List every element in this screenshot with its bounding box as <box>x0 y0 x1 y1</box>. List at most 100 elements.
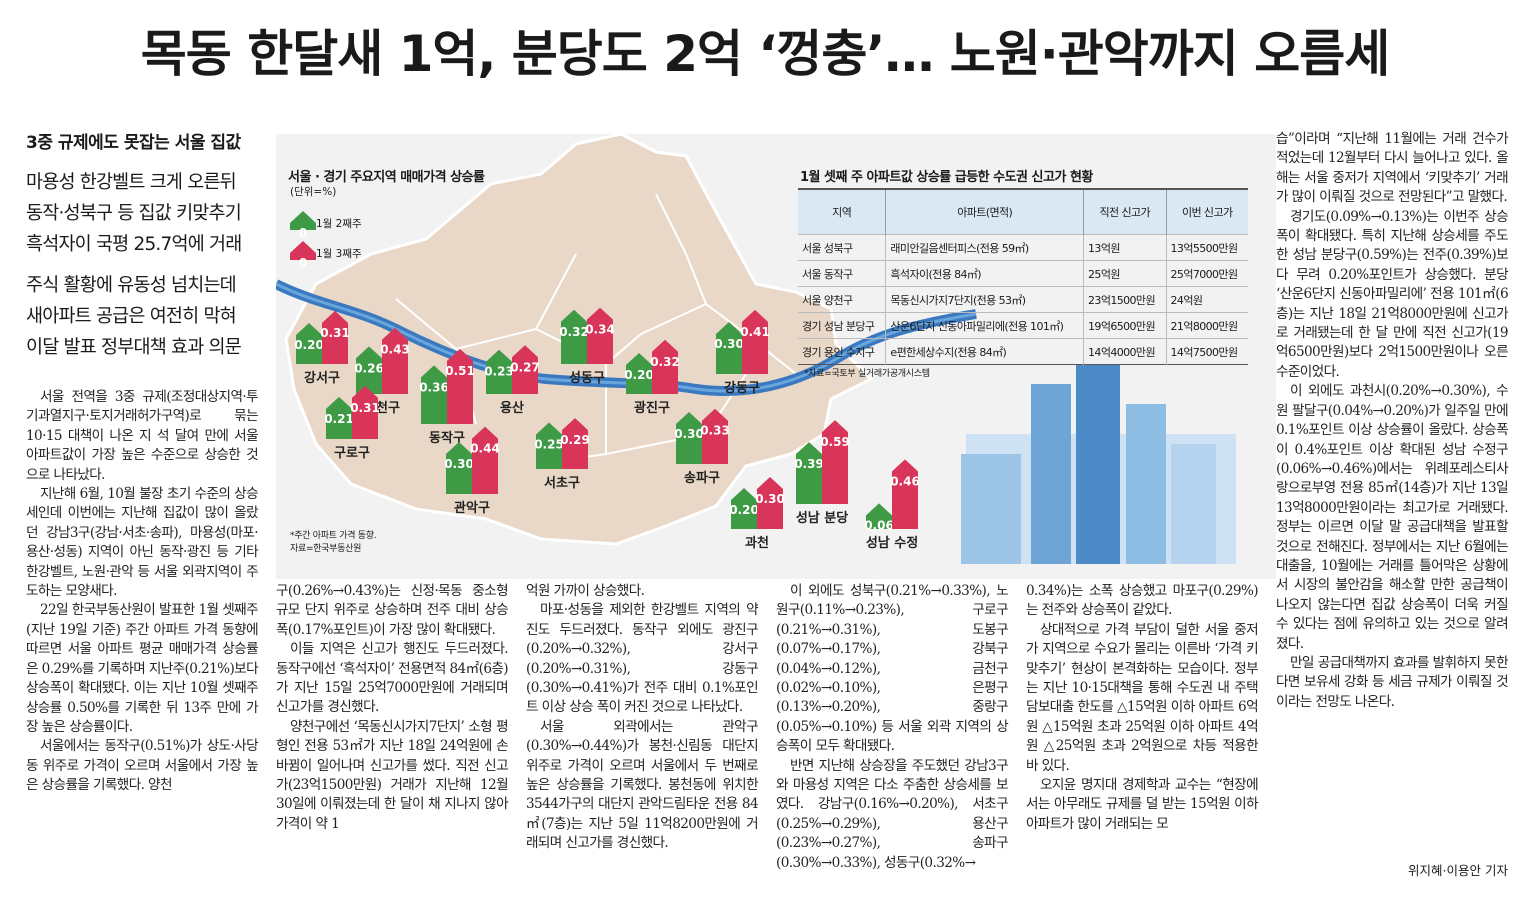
table-cell: 13억5500만원 <box>1165 234 1248 261</box>
bar-value-label: 0.21 <box>324 412 354 426</box>
bar-week3: 0.29 <box>560 418 590 469</box>
table-cell: 산운6단지 신동아파밀리에(전용 101㎡) <box>885 312 1084 339</box>
district-label: 동작구 <box>429 430 465 446</box>
article-column-5: 0.34%)는 소폭 상승했고 마포구(0.29%)는 전주와 상승폭이 같았다… <box>1026 582 1259 834</box>
paragraph: 서울에서는 동작구(0.51%)가 상도·사당동 위주로 가격이 오르며 서울에… <box>26 738 259 794</box>
bar-value-label: 0.20 <box>624 368 654 382</box>
table-cell: 24억원 <box>1165 286 1248 313</box>
district-label: 강서구 <box>304 370 340 386</box>
bar-value-label: 0.20 <box>729 503 759 517</box>
bar-week2: 0.39 <box>794 442 824 504</box>
table-title: 1월 셋째 주 아파트값 상승률 급등한 수도권 신고가 현황 <box>800 170 1093 185</box>
table-source: *자료=국토부 실거래가공개시스템 <box>804 369 930 379</box>
district-label: 성동구 <box>569 371 605 386</box>
district-label: 성남 수정 <box>866 535 918 551</box>
paragraph: 서울 외곽에서는 관악구(0.30%→0.44%)가 봉천·신림동 대단지 위주… <box>526 718 759 852</box>
legend-swatch-week2: 0 <box>290 211 316 240</box>
bar-value-label: 0 <box>299 226 307 240</box>
bar-value-label: 0.06 <box>864 518 894 532</box>
bar-value-label: 0.31 <box>320 326 350 340</box>
bar-week3: 0.44 <box>470 426 500 494</box>
paragraph: 만일 공급대책까지 효과를 발휘하지 못한다면 보유세 강화 등 세금 규제가 … <box>1276 654 1509 710</box>
bar-week2: 0.20 <box>624 353 654 394</box>
table-cell: 21억8000만원 <box>1165 312 1248 339</box>
table-cell: 서울 동작구 <box>798 260 886 287</box>
paragraph: 구(0.26%→0.43%)는 신정·목동 중소형 규모 단지 위주로 상승하며… <box>276 583 509 638</box>
subhead-line: 새아파트 공급은 여전히 막혀 <box>26 306 237 327</box>
paragraph: 지난해 6월, 10월 불장 초기 수준의 상승세인데 이번에는 지난해 집값이… <box>26 486 259 600</box>
table-header: 이번 신고가 <box>1165 189 1248 235</box>
table-header: 직전 신고가 <box>1083 189 1167 235</box>
table-cell: 25억원 <box>1083 260 1167 287</box>
paragraph: 0.34%)는 소폭 상승했고 마포구(0.29%)는 전주와 상승폭이 같았다… <box>1026 583 1259 619</box>
legend-week3: 1월 3째주 <box>316 248 362 260</box>
table-cell: 19억6500만원 <box>1083 312 1167 339</box>
table-cell: 14억7500만원 <box>1165 338 1248 365</box>
bar-value-label: 0.33 <box>700 424 730 438</box>
table-header: 지역 <box>798 189 886 235</box>
legend-week2: 1월 2째주 <box>316 218 362 230</box>
bar-value-label: 0.32 <box>559 325 589 339</box>
district-label: 성남 분당 <box>796 510 848 526</box>
bar-week2: 0.32 <box>559 309 589 364</box>
bar-week2: 0.06 <box>864 503 894 532</box>
bar-week3: 0.59 <box>820 420 850 504</box>
bar-week3: 0.34 <box>585 307 615 364</box>
subhead-line: 흑석자이 국평 25.7억에 거래 <box>26 234 242 255</box>
bar-value-label: 0.30 <box>755 492 785 506</box>
building-illustration <box>961 364 1236 564</box>
article-column-6: 습”이라며 “지난해 11월에는 거래 건수가 적었는데 12월부터 다시 늘어… <box>1276 130 1509 712</box>
table-row: 경기 성남 분당구 산운6단지 신동아파밀리에(전용 101㎡) 19억6500만원… <box>798 312 1248 339</box>
byline: 위지혜·이용안 기자 <box>1408 863 1508 878</box>
paragraph: 반면 지난해 상승장을 주도했던 강남3구와 마용성 지역은 다소 주춤한 상승… <box>776 757 1009 871</box>
subhead-line: 마용성 한강벨트 크게 오른뒤 <box>26 172 237 193</box>
bar-value-label: 0.29 <box>560 433 590 447</box>
bar-value-label: 0.36 <box>419 380 449 394</box>
map-unit: (단위=%) <box>290 186 337 198</box>
bar-week2: 0.25 <box>534 422 564 469</box>
paragraph: 경기도(0.09%→0.13%)는 이번주 상승폭이 확대됐다. 특히 지난해 … <box>1276 208 1509 380</box>
subhead-line: 주식 활황에 유동성 넘치는데 <box>26 275 237 296</box>
paragraph: 습”이라며 “지난해 11월에는 거래 건수가 적었는데 12월부터 다시 늘어… <box>1276 131 1509 206</box>
article-column-1: 서울 전역을 3중 규제(조정대상지역·투기과열지구·토지거래허가구역)로 묶는… <box>26 388 259 796</box>
subhead-line: 동작·성북구 등 집값 키맞추기 <box>26 203 242 224</box>
table-row: 서울 성북구 래미안길음센터피스(전용 59㎡) 13억원 13억5500만원 <box>798 234 1248 261</box>
bar-value-label: 0 <box>299 256 307 270</box>
bar-value-label: 0.30 <box>444 457 474 471</box>
table-cell: 흑석자이(전용 84㎡) <box>885 260 1084 287</box>
table-cell: 13억원 <box>1083 234 1167 261</box>
table-header: 아파트(면적) <box>885 189 1084 235</box>
table-cell: 목동신시가지7단지(전용 53㎡) <box>885 286 1084 313</box>
bar-week3: 0.46 <box>890 459 920 529</box>
bar-week2: 0.20 <box>294 323 324 364</box>
bar-week3: 0.32 <box>650 339 680 394</box>
district-label: 강동구 <box>724 380 760 396</box>
bar-value-label: 0.34 <box>585 323 615 337</box>
infographic: 0 0 0.20 0.31 강서구 0.26 0.43 양천구 0.21 0.31 구로구 0.36 0… <box>276 134 1276 579</box>
bar-week3: 0.51 <box>445 348 475 424</box>
table-cell: 경기 용인 수지구 <box>798 338 886 365</box>
table-cell: e편한세상수지(전용 84㎡) <box>885 338 1084 365</box>
district-label: 광진구 <box>634 400 670 416</box>
subheadlines: 3중 규제에도 못잡는 서울 집값 마용성 한강벨트 크게 오른뒤 동작·성북구… <box>26 128 256 363</box>
district-label: 과천 <box>745 536 769 551</box>
bar-value-label: 0.31 <box>350 401 380 415</box>
bar-value-label: 0.26 <box>354 361 384 375</box>
bar-week2: 0.26 <box>354 346 384 394</box>
paragraph: 억원 가까이 상승했다. <box>526 583 645 599</box>
paragraph: 오지윤 명지대 경제학과 교수는 “현장에서는 아무래도 규제를 덜 받는 15… <box>1026 777 1259 832</box>
price-table: 지역 아파트(면적) 직전 신고가 이번 신고가 서울 성북구 래미안길음센터피스… <box>798 188 1248 365</box>
bar-week3: 0.33 <box>700 408 730 464</box>
bar-week2: 0.21 <box>324 396 354 439</box>
bar-week3: 0.30 <box>755 477 785 529</box>
bar-week2: 0.23 <box>484 349 514 394</box>
table-cell: 23억1500만원 <box>1083 286 1167 313</box>
map-title: 서울 · 경기 주요지역 매매가격 상승률 <box>288 170 485 185</box>
paragraph: 22일 한국부동산원이 발표한 1월 셋째주(지난 19일 기준) 주간 아파트… <box>26 602 259 735</box>
article-column-4: 이 외에도 성북구(0.21%→0.33%), 노원구(0.11%→0.23%)… <box>776 582 1009 873</box>
bar-value-label: 0.44 <box>470 442 500 456</box>
article-column-2: 구(0.26%→0.43%)는 신정·목동 중소형 규모 단지 위주로 상승하며… <box>276 582 509 834</box>
bar-week3: 0.41 <box>740 309 770 374</box>
paragraph: 마포·성동을 제외한 한강벨트 지역의 약진도 두드러졌다. 동작구 외에도 광… <box>526 602 759 716</box>
map-note: *주간 아파트 가격 동향. <box>290 531 377 541</box>
